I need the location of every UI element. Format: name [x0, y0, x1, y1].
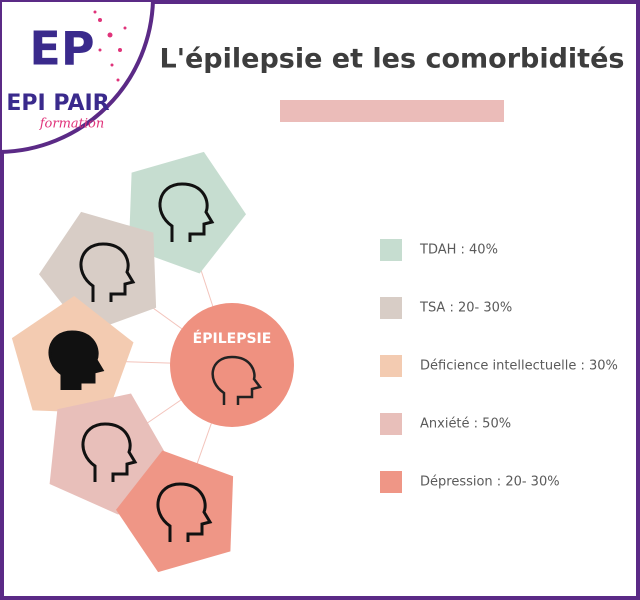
head-icon	[81, 422, 138, 482]
legend-swatch	[380, 297, 402, 319]
brain-icon	[211, 355, 263, 405]
logo-monogram: EP	[29, 22, 94, 76]
head-icon	[79, 242, 136, 302]
legend-label: Dépression : 20- 30%	[420, 475, 560, 490]
title-underline	[280, 100, 504, 122]
legend-swatch	[380, 355, 402, 377]
center-circle	[170, 303, 294, 427]
logo-dots	[93, 10, 127, 82]
diagram: ÉPILEPSIE	[11, 151, 294, 573]
logo-tagline: formation	[39, 117, 105, 132]
legend-swatch	[380, 413, 402, 435]
legend-label: TSA : 20- 30%	[419, 301, 512, 316]
legend-swatch	[380, 239, 402, 261]
title: L'épilepsie et les comorbidités	[160, 44, 625, 75]
legend-swatch	[380, 471, 402, 493]
pentagon	[116, 450, 234, 573]
head-icon	[48, 330, 105, 390]
head-icon	[156, 482, 213, 542]
legend-label: TDAH : 40%	[419, 243, 498, 258]
legend-label: Déficience intellectuelle : 30%	[420, 359, 618, 374]
pentagon	[128, 151, 246, 274]
logo-badge	[0, 0, 156, 155]
legend-label: Anxiété : 50%	[420, 417, 511, 432]
legend: TDAH : 40% TSA : 20- 30% Déficience intell…	[380, 239, 618, 493]
head-icon	[158, 182, 215, 242]
center-label: ÉPILEPSIE	[193, 330, 272, 347]
logo-name: EPI PAIR	[6, 91, 109, 116]
